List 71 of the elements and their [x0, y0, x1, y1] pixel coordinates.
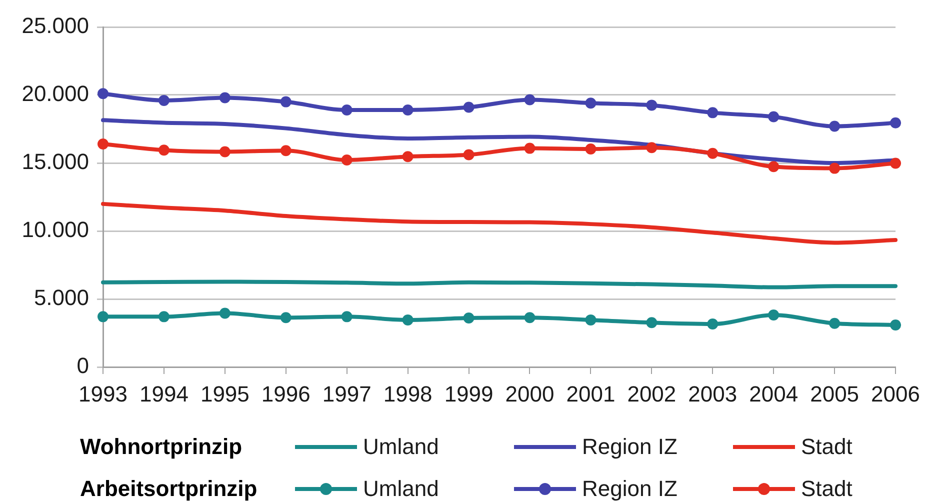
text: Arbeitsortprinzip: [80, 476, 258, 501]
point: [890, 158, 902, 169]
x-tick-label: 1993: [78, 381, 128, 406]
x-tick-label: 1999: [444, 381, 494, 406]
text: Wohnortprinzip: [80, 434, 242, 459]
point: [707, 318, 718, 330]
point: [768, 310, 780, 321]
point: [829, 162, 840, 174]
x-tick-label: 2002: [627, 381, 676, 406]
point: [98, 138, 108, 150]
point: [341, 104, 352, 116]
point: [890, 117, 902, 128]
point: [646, 142, 658, 154]
point: [341, 311, 352, 322]
point: [280, 145, 292, 156]
y-tick-label: 0: [76, 353, 89, 378]
x-tick-label: 1995: [200, 381, 250, 406]
point: [524, 94, 536, 106]
point: [829, 318, 840, 329]
point: [524, 312, 536, 324]
y-tick-label: 25.000: [22, 13, 89, 38]
legend-label: Region IZ: [582, 476, 678, 502]
point: [341, 154, 352, 166]
point: [768, 161, 780, 172]
point: [219, 146, 230, 158]
x-tick-label: 2006: [871, 381, 920, 406]
legend-label: Umland: [363, 434, 439, 460]
point: [98, 311, 108, 322]
x-tick-label: 1997: [322, 381, 372, 406]
point: [524, 142, 536, 154]
point: [585, 98, 596, 109]
point: [158, 144, 170, 156]
x-tick-label: 2003: [688, 381, 738, 406]
legend-label: Stadt: [801, 476, 852, 502]
point: [98, 88, 108, 100]
point: [219, 308, 230, 319]
y-tick-label: 20.000: [22, 81, 89, 106]
point: [402, 104, 414, 116]
point: [707, 107, 718, 118]
legend-label: Stadt: [801, 434, 852, 460]
point: [829, 120, 840, 132]
legend-label: Umland: [363, 476, 439, 502]
point: [219, 92, 230, 104]
point: [463, 312, 474, 324]
x-tick-label: 1994: [139, 381, 188, 406]
point: [707, 148, 718, 159]
point: [585, 314, 596, 326]
x-tick-label: 2001: [566, 381, 616, 406]
x-tick-label: 2000: [505, 381, 554, 406]
x-tick-label: 1996: [261, 381, 310, 406]
point: [890, 319, 902, 330]
point: [646, 100, 658, 111]
point: [463, 102, 474, 113]
y-tick-label: 10.000: [22, 217, 89, 242]
point: [463, 149, 474, 160]
point: [280, 312, 292, 324]
x-tick-label: 1998: [383, 381, 432, 406]
x-tick-label: 2005: [810, 381, 860, 406]
point: [280, 96, 292, 108]
point: [646, 317, 658, 328]
y-tick-label: 5.000: [34, 285, 89, 310]
line-series: [101, 202, 898, 245]
point: [768, 111, 780, 122]
point: [585, 143, 596, 154]
point: [158, 311, 170, 322]
x-tick-label: 2004: [749, 381, 798, 406]
point: [158, 94, 170, 106]
y-tick-label: 15.000: [22, 149, 89, 174]
legend-label: Region IZ: [582, 434, 678, 460]
point: [402, 314, 414, 326]
point: [402, 151, 414, 162]
